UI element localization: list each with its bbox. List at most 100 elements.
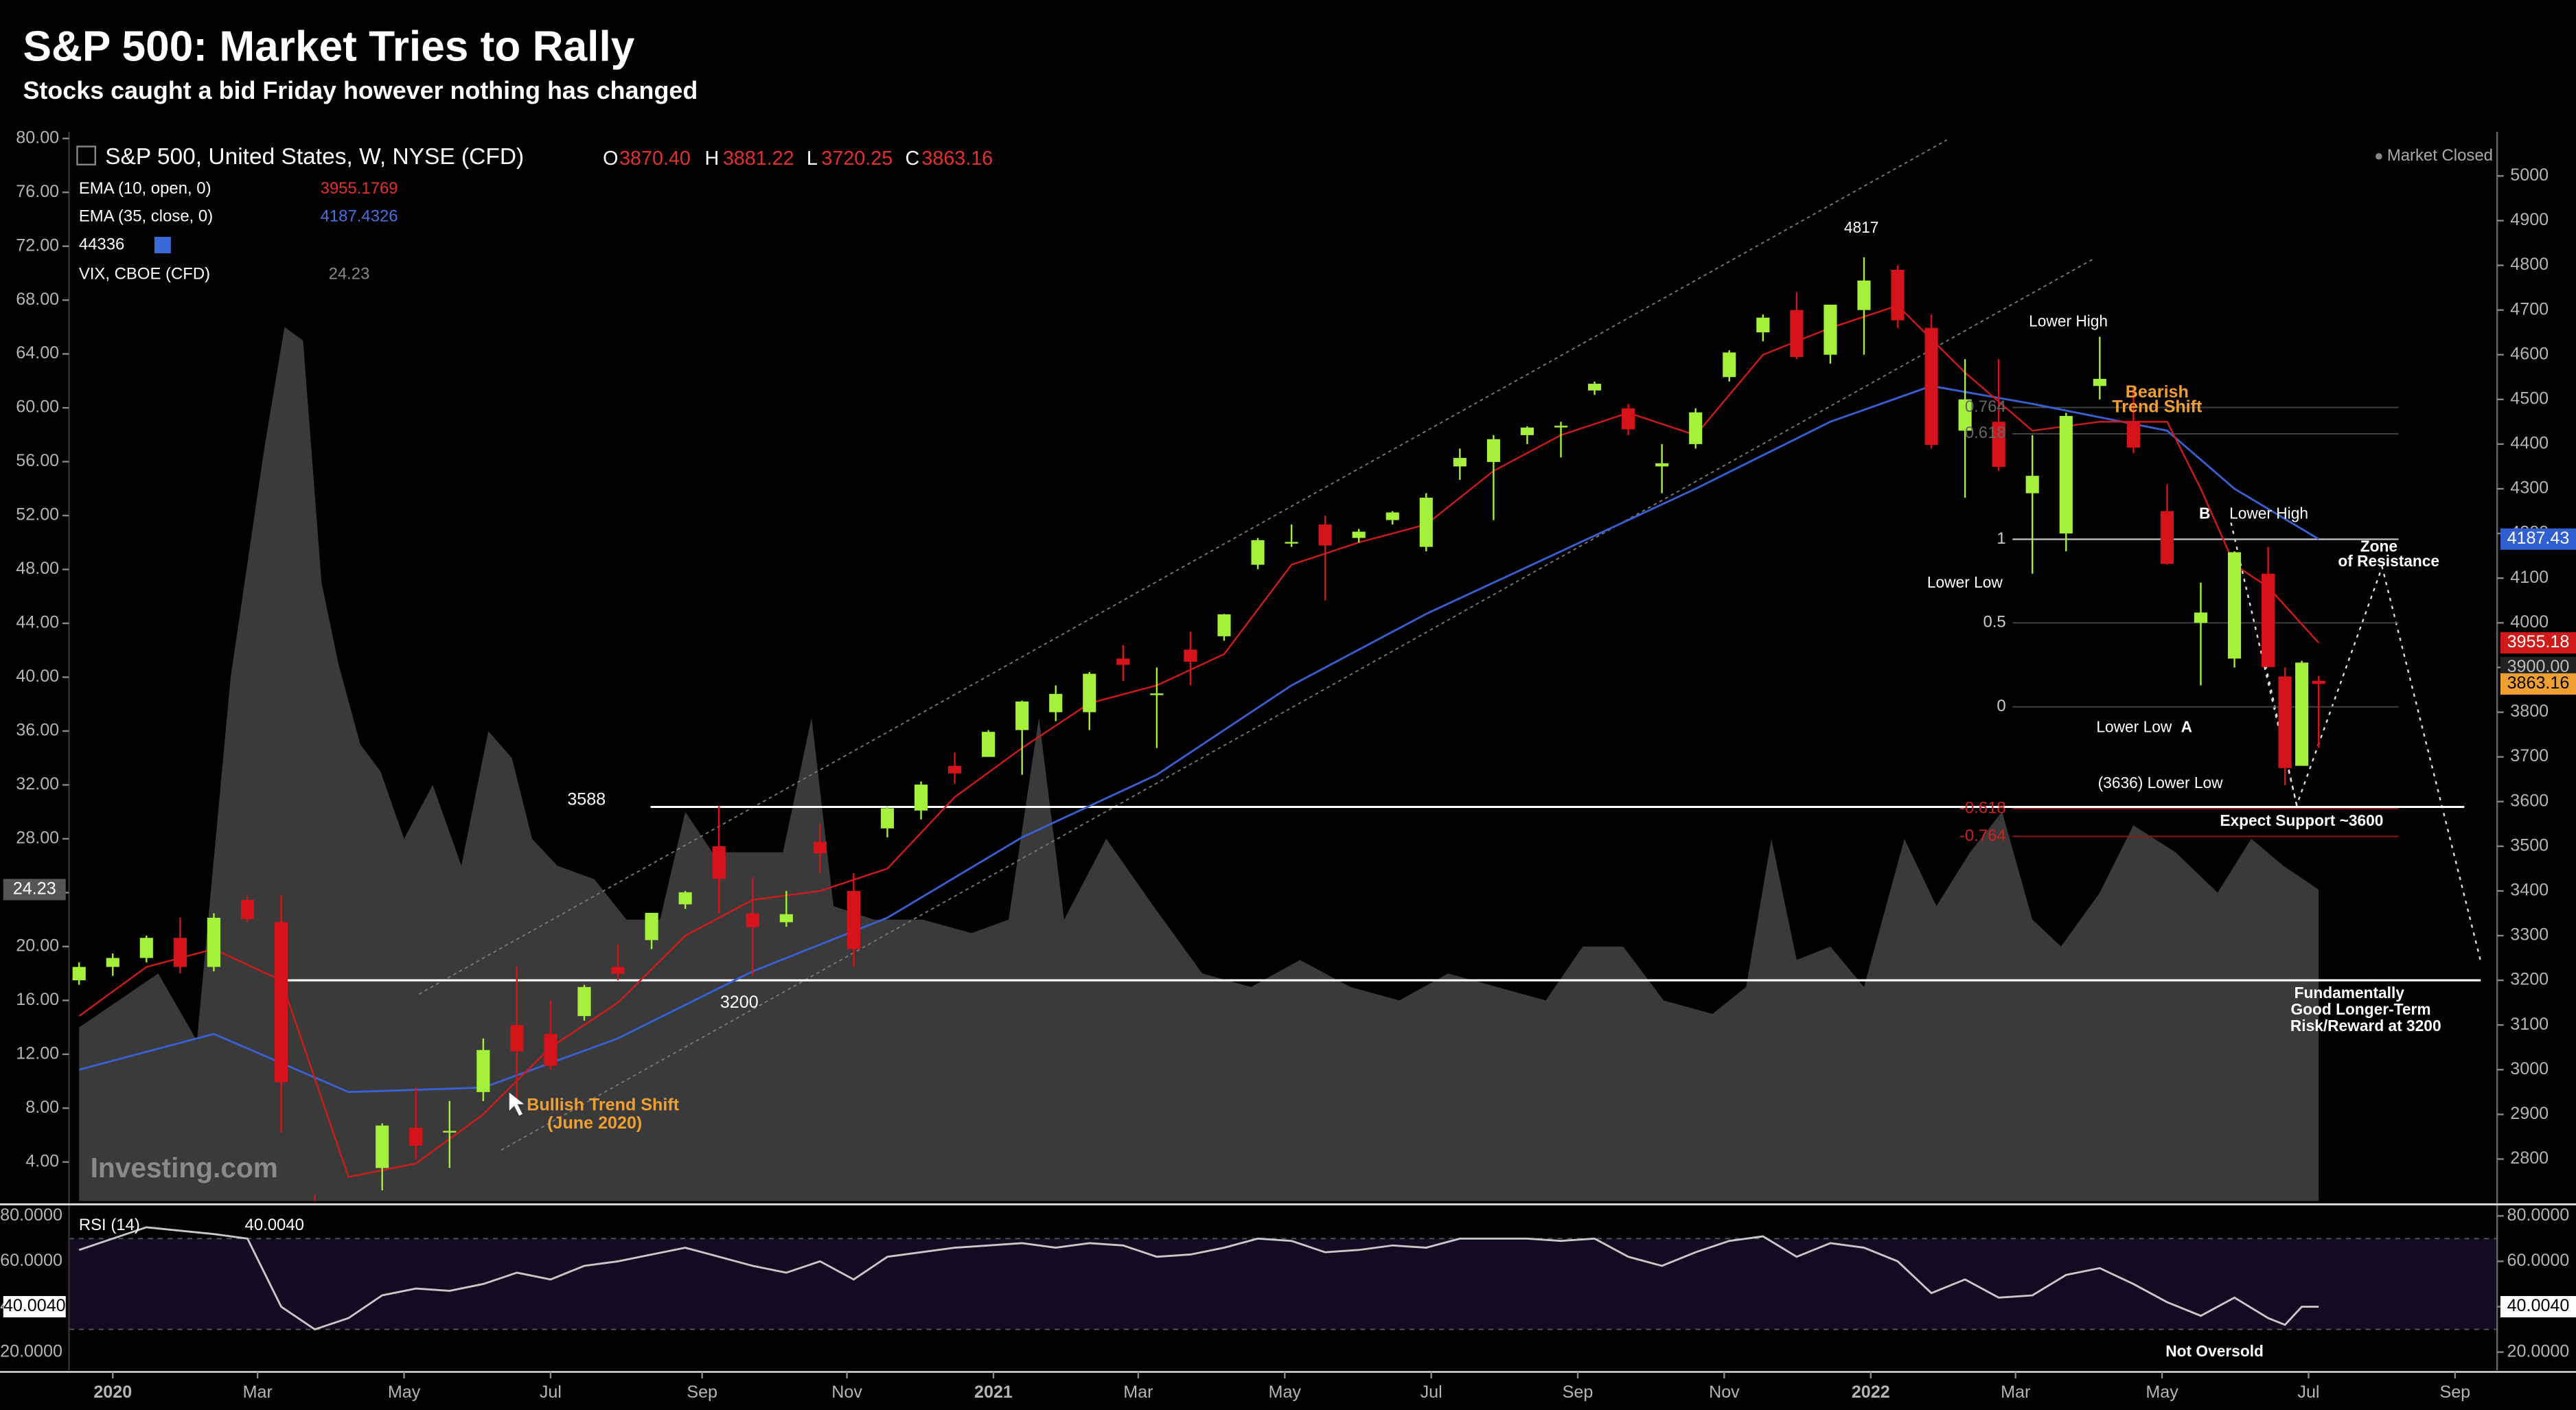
annotation: of Resistance — [2338, 552, 2439, 570]
channel-lower — [501, 257, 2095, 1151]
y-tick-label: 3400 — [2510, 881, 2549, 900]
legend-vix: VIX, CBOE (CFD) — [79, 264, 210, 283]
candle-body — [1723, 352, 1736, 378]
candle-body — [376, 1125, 389, 1168]
y-tick-label: 4000 — [2510, 612, 2549, 632]
candle-body — [1824, 304, 1837, 355]
y-tick-label: 44.00 — [16, 613, 59, 632]
x-tick-label: May — [1269, 1383, 1302, 1402]
ohlc-value: 3881.22 — [723, 148, 794, 170]
candle-body — [106, 958, 119, 967]
x-tick-label: May — [388, 1383, 421, 1402]
fib-label: -0.764 — [1959, 827, 2006, 845]
candle-body — [139, 938, 153, 958]
annotations: 4817 Lower High Lower Low Bearish Trend … — [527, 218, 2441, 1360]
candle-body — [1520, 427, 1534, 435]
x-tick-label: May — [2146, 1383, 2178, 1402]
fib-label: -0.618 — [1959, 798, 2006, 817]
y-tick-label: 3000 — [2510, 1059, 2549, 1078]
y-tick-label: 4900 — [2510, 210, 2549, 229]
ohlc-key: L — [807, 148, 818, 170]
y-tick-label: 56.00 — [16, 451, 59, 470]
front-layer: 3588 3200 0.764 0.618 1 0.5 0 -0.618 -0.764 2800 2… — [0, 128, 2576, 1402]
y-tick-label: 4300 — [2510, 478, 2549, 498]
y-tick-label: 4500 — [2510, 389, 2549, 408]
collapse-icon[interactable] — [76, 146, 96, 165]
candle-body — [1251, 540, 1265, 565]
candle-body — [645, 912, 658, 940]
annotation: Bullish Trend Shift — [527, 1095, 679, 1114]
title: S&P 500: Market Tries to Rally — [23, 23, 635, 71]
annotation: Lower High — [2229, 504, 2308, 522]
candle-body — [1453, 458, 1467, 467]
annotation: Risk/Reward at 3200 — [2290, 1017, 2441, 1035]
y-tick-label: 52.00 — [16, 505, 59, 524]
candle-body — [409, 1127, 423, 1146]
y-tick-label: 36.00 — [16, 721, 59, 740]
candle-body — [1049, 693, 1063, 713]
candle-body — [746, 913, 759, 927]
price-badge-label: 40.0040 — [2507, 1296, 2570, 1315]
price-badge-label: 3955.18 — [2507, 632, 2570, 651]
candle-body — [2025, 476, 2039, 494]
candle-body — [2262, 573, 2275, 667]
ohlc-key: O — [603, 148, 618, 170]
channel — [418, 139, 2095, 1151]
y-tick-label: 20.0000 — [0, 1341, 62, 1361]
candle-body — [1217, 614, 1231, 636]
candle-body — [1756, 317, 1770, 333]
price-badge — [2500, 528, 2576, 550]
y-tick-label: 3600 — [2510, 791, 2549, 810]
candle-body — [1958, 399, 1972, 431]
candle-body — [544, 1034, 557, 1066]
candle-body — [577, 986, 591, 1017]
x-tick-label: Nov — [831, 1383, 862, 1402]
candle-body — [1184, 649, 1197, 662]
ohlc-value: 3720.25 — [821, 148, 893, 170]
y-tick-label: 3700 — [2510, 746, 2549, 765]
price-badge — [2500, 673, 2576, 695]
candle-body — [1352, 531, 1366, 538]
candle-body — [1689, 412, 1703, 444]
y-tick-label: 40.00 — [16, 667, 59, 686]
candle-body — [1924, 327, 1938, 446]
status-dot — [2376, 153, 2382, 160]
annotation: Bearish — [2126, 382, 2189, 402]
candle-body — [2160, 511, 2174, 564]
candle-body — [1385, 512, 1399, 520]
y-tick-label: 4400 — [2510, 434, 2549, 453]
market-status: Market Closed — [2387, 146, 2493, 165]
candle-body — [914, 784, 928, 811]
price-badge — [2500, 632, 2576, 654]
candle-body — [2278, 676, 2292, 768]
subtitle: Stocks caught a bid Friday however nothi… — [23, 77, 698, 104]
candle-body — [443, 1131, 457, 1133]
annotation: Fundamentally — [2295, 984, 2405, 1002]
x-tick-label: Mar — [1123, 1383, 1153, 1402]
x-tick-label: 2020 — [93, 1383, 132, 1402]
candle-body — [947, 765, 962, 774]
visibility-icon[interactable] — [154, 237, 171, 253]
candle-body — [1015, 701, 1029, 730]
line — [78, 1226, 2319, 1331]
y-tick-label: 80.0000 — [2507, 1205, 2570, 1225]
legend-ema35: EMA (35, close, 0) — [79, 207, 213, 226]
line — [78, 384, 2319, 1094]
legend-vix-value: 24.23 — [329, 264, 370, 283]
x-tick-label: 2022 — [1852, 1383, 1890, 1402]
ohlc-key: C — [905, 148, 919, 170]
x-tick-label: Jul — [2297, 1383, 2319, 1402]
y-tick-label: 8.00 — [25, 1098, 59, 1117]
x-tick-label: Sep — [2439, 1383, 2470, 1402]
candle-body — [779, 914, 793, 923]
y-tick-label: 4100 — [2510, 568, 2549, 587]
candle-body — [982, 732, 996, 757]
y-tick-label: 64.00 — [16, 343, 59, 362]
y-tick-label: 80.0000 — [0, 1205, 62, 1225]
price-badge-label: 40.0040 — [3, 1296, 66, 1315]
candle-body — [1419, 498, 1433, 547]
watermark: Investing.com — [91, 1152, 278, 1183]
y-tick-label: 5000 — [2510, 165, 2549, 185]
arrow — [509, 1092, 525, 1116]
annotation: (June 2020) — [547, 1113, 642, 1133]
